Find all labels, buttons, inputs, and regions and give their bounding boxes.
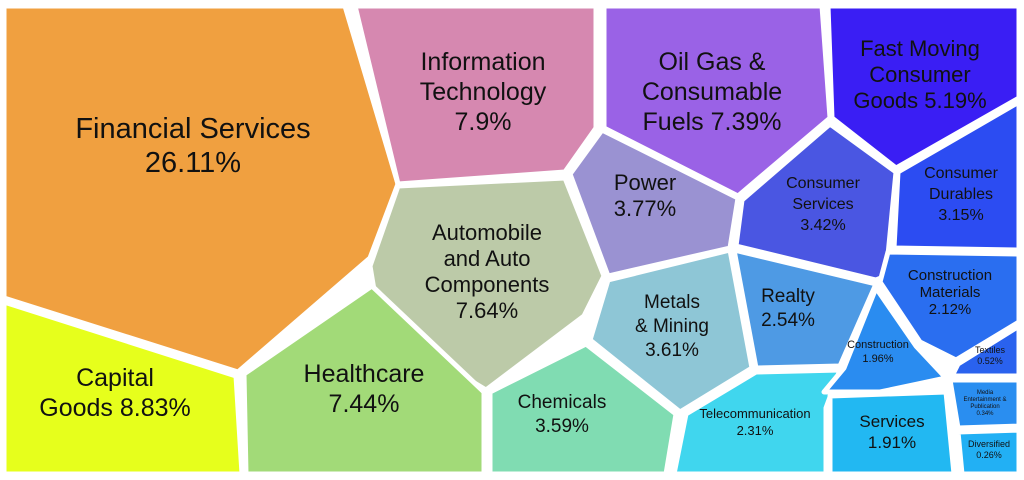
label-line: Realty (761, 286, 815, 307)
label-line: Services (792, 196, 853, 213)
label-line: 3.15% (938, 207, 983, 224)
label-line: Construction (908, 267, 992, 284)
cell-consumer-durables[interactable] (891, 99, 1022, 253)
cell-financial-services[interactable] (1, 3, 401, 375)
label-line: Consumer (924, 165, 998, 182)
label-line: Construction (847, 339, 909, 351)
cells-layer (1, 3, 1022, 477)
label-services: Services 1.91% (859, 412, 924, 452)
label-fast-moving-consumer-goods: Fast Moving Consumer Goods 5.19% (853, 36, 986, 113)
label-chemicals: Chemicals 3.59% (518, 392, 607, 437)
label-information-technology: Information Technology 7.9% (420, 48, 547, 136)
label-line: Automobile (432, 220, 542, 245)
label-line: 2.31% (737, 423, 774, 438)
label-realty: Realty 2.54% (761, 286, 815, 331)
label-line: Oil Gas & (659, 48, 766, 76)
label-line: 1.91% (868, 433, 916, 452)
label-line: & Mining (635, 316, 709, 337)
label-line: Durables (929, 186, 993, 203)
label-line: Textiles (975, 345, 1006, 355)
label-power: Power 3.77% (614, 170, 676, 221)
label-line: 2.54% (761, 310, 815, 331)
cell-healthcare[interactable] (241, 283, 487, 477)
label-line: Media (977, 390, 994, 396)
label-consumer-durables: Consumer Durables 3.15% (924, 165, 998, 224)
label-line: 7.44% (329, 390, 400, 418)
label-diversified: Diversified 0.26% (968, 439, 1010, 460)
label-line: Telecommunication (699, 406, 810, 421)
labels-layer: Financial Services 26.11% Information Techn… (39, 36, 1010, 460)
label-automobile-and-auto-components: Automobile and Auto Components 7.64% (425, 220, 550, 323)
cell-diversified[interactable] (955, 427, 1022, 477)
label-telecommunication: Telecommunication 2.31% (699, 406, 810, 438)
cell-media-entertainment-and-publication[interactable] (947, 377, 1022, 431)
label-metals-and-mining: Metals & Mining 3.61% (635, 292, 709, 361)
label-consumer-services: Consumer Services 3.42% (786, 175, 860, 234)
label-line: Healthcare (304, 360, 425, 388)
label-line: Services (859, 412, 924, 431)
label-line: Metals (644, 292, 700, 313)
label-line: 3.42% (800, 217, 845, 234)
label-line: 26.11% (145, 147, 241, 179)
label-line: 0.52% (977, 356, 1003, 366)
cell-information-technology[interactable] (352, 3, 599, 187)
label-line: 7.64% (456, 298, 518, 323)
label-line: Fuels 7.39% (643, 108, 782, 136)
label-line: 1.96% (862, 353, 893, 365)
cell-power[interactable] (567, 127, 741, 279)
label-line: 3.77% (614, 196, 676, 221)
label-line: 3.59% (535, 416, 589, 437)
label-line: Chemicals (518, 392, 607, 413)
label-line: Materials (920, 284, 981, 301)
cell-textiles[interactable] (949, 323, 1022, 379)
cell-oil-gas-and-consumable-fuels[interactable] (601, 3, 833, 199)
label-line: 2.12% (929, 301, 972, 318)
label-line: Diversified (968, 439, 1010, 449)
cell-construction-materials[interactable] (877, 249, 1022, 363)
label-capital-goods: Capital Goods 8.83% (39, 364, 191, 422)
label-line: Components (425, 272, 550, 297)
label-line: 7.9% (455, 108, 512, 136)
label-textiles: Textiles 0.52% (975, 345, 1006, 366)
label-line: Power (614, 170, 676, 195)
label-construction: Construction 1.96% (847, 339, 909, 365)
label-financial-services: Financial Services 26.11% (75, 113, 310, 179)
label-line: Consumer (869, 62, 970, 87)
label-line: Goods 8.83% (39, 394, 191, 422)
label-oil-gas-and-consumable-fuels: Oil Gas & Consumable Fuels 7.39% (642, 48, 782, 136)
label-line: Financial Services (75, 113, 310, 145)
cell-realty[interactable] (731, 247, 879, 371)
label-line: and Auto (444, 246, 531, 271)
label-healthcare: Healthcare 7.44% (304, 360, 425, 418)
cell-services[interactable] (827, 389, 957, 477)
cell-metals-and-mining[interactable] (587, 247, 755, 415)
label-line: Publication (970, 404, 999, 410)
cell-capital-goods[interactable] (1, 299, 245, 477)
label-media-entertainment-and-publication: Media Entertainment & Publication 0.34% (963, 390, 1006, 417)
label-line: Consumer (786, 175, 860, 192)
label-line: Consumable (642, 78, 782, 106)
label-line: 0.34% (976, 411, 994, 417)
label-line: Information (420, 48, 545, 76)
label-line: Fast Moving (860, 36, 980, 61)
label-line: Entertainment & (963, 397, 1006, 403)
cell-telecommunication[interactable] (671, 367, 843, 477)
cell-fast-moving-consumer-goods[interactable] (825, 3, 1022, 171)
label-line: Capital (76, 364, 154, 392)
label-line: Goods 5.19% (853, 88, 986, 113)
label-line: Technology (420, 78, 547, 106)
label-line: 0.26% (976, 450, 1002, 460)
label-construction-materials: Construction Materials 2.12% (908, 267, 992, 318)
cell-chemicals[interactable] (487, 341, 679, 477)
label-line: 3.61% (645, 340, 699, 361)
